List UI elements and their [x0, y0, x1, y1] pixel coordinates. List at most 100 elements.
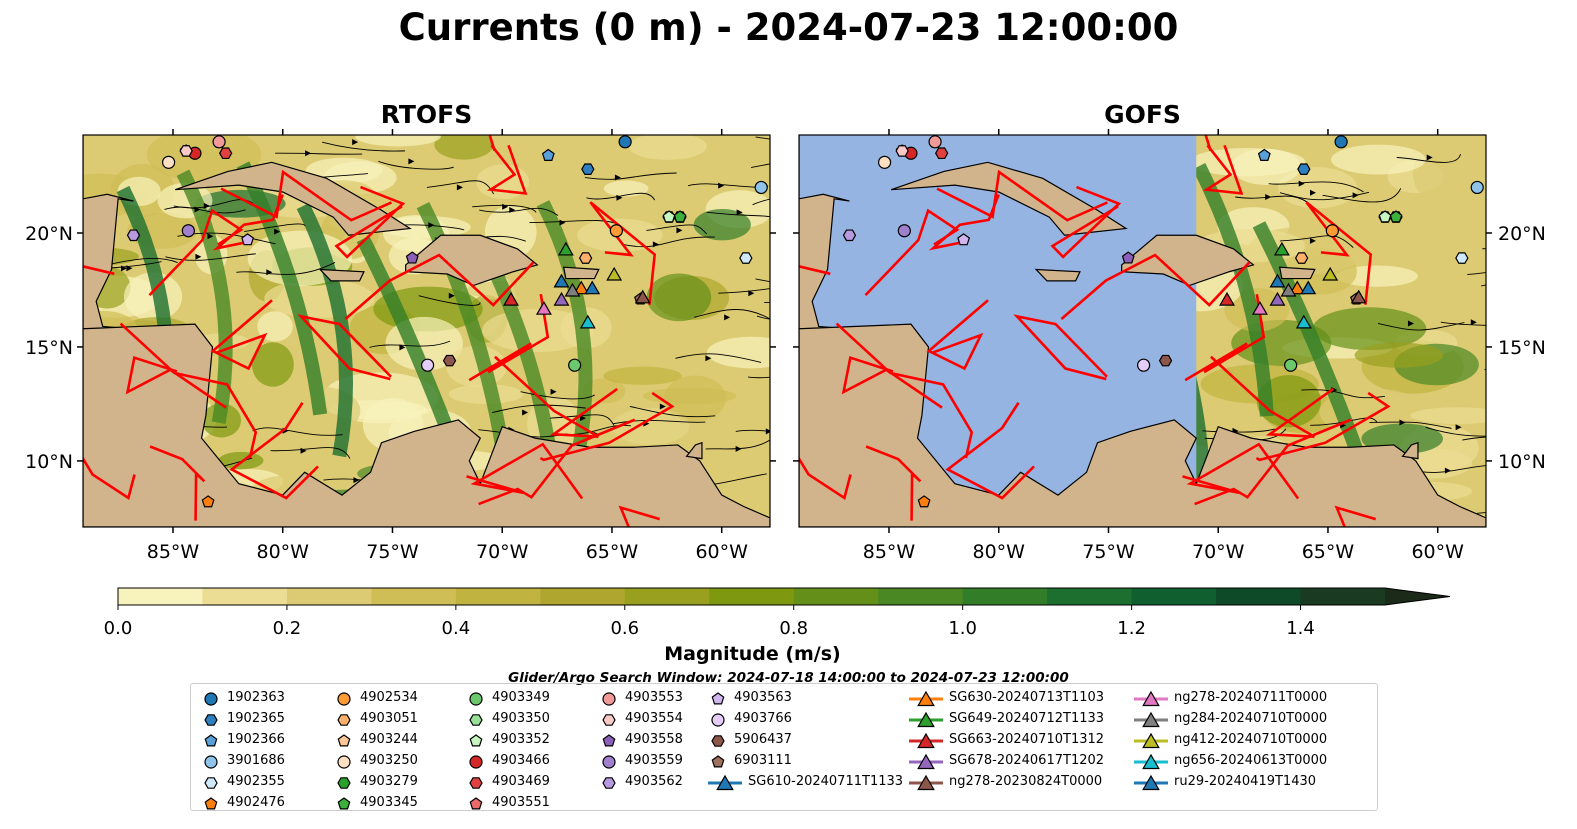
current-magnitude-patch — [1410, 407, 1486, 425]
streamline-arrow — [786, 134, 792, 140]
lon-tick-label: 85°W — [147, 541, 200, 563]
streamline — [1477, 512, 1486, 514]
streamline — [529, 219, 618, 225]
streamline-arrow — [616, 194, 623, 201]
legend-column: 4903563 4903766 5906437 6903111 SG610-202407… — [708, 687, 903, 792]
legend-marker-icon — [337, 796, 351, 809]
marker-4903051 — [578, 252, 593, 264]
streamline-arrow — [266, 269, 273, 276]
streamline-arrow — [718, 182, 725, 189]
eez-boundary — [148, 208, 244, 296]
streamline-arrow — [399, 344, 406, 351]
legend-circle-icon — [337, 691, 351, 706]
legend-marker-icon — [204, 776, 218, 789]
legend-item: 4903559 — [599, 750, 683, 771]
streamline — [378, 160, 454, 170]
legend-item: 5906437 — [708, 729, 903, 750]
streamline-arrow — [408, 158, 415, 165]
colorbar-bin — [1047, 588, 1133, 605]
legend-item: 4902476 — [201, 792, 285, 813]
marker-ng284-20240710T0000 — [1280, 282, 1297, 297]
rtofs-panel-title: RTOFS — [380, 100, 473, 129]
lon-tick-label: 70°W — [476, 541, 529, 563]
marker-4903051 — [1294, 252, 1309, 264]
legend-marker-icon — [602, 713, 616, 726]
legend-item: 4903766 — [708, 708, 903, 729]
marker-ng656-20240613T0000 — [579, 314, 596, 329]
streamline-arrow — [676, 227, 683, 234]
marker-SG630-20240713T1103 — [573, 280, 590, 295]
legend-item: 4903554 — [599, 708, 683, 729]
eez-boundary — [1202, 144, 1244, 195]
marker-4902534 — [1325, 224, 1339, 238]
streamline — [322, 141, 406, 152]
marker-4903562 — [126, 229, 141, 242]
marker-SG663-20240710T1312 — [1219, 291, 1235, 306]
legend-item: 4902534 — [334, 687, 418, 708]
eez-boundary — [1013, 314, 1108, 381]
streamline-arrow — [786, 276, 792, 282]
eez-boundary — [466, 442, 584, 500]
land — [685, 441, 703, 460]
legend-item: 4903469 — [466, 771, 550, 792]
streamline — [750, 163, 770, 168]
marker-4903469 — [218, 147, 233, 160]
legend-label: SG678-20240617T1202 — [949, 753, 1105, 768]
legend-marker-icon — [711, 734, 725, 747]
streamline — [694, 309, 770, 320]
streamline-arrow — [705, 355, 712, 362]
streamline — [369, 340, 451, 348]
streamline — [165, 253, 256, 261]
streamline — [747, 376, 770, 379]
legend-marker-icon — [1134, 711, 1168, 727]
streamline — [1440, 321, 1486, 326]
eez-boundary — [945, 402, 1035, 500]
legend-column: 4902534 4903051 4903244 4903250 4903279 49033… — [334, 687, 418, 813]
colorbar-label: Magnitude (m/s) — [664, 643, 841, 665]
legend-marker-icon — [469, 691, 483, 706]
legend-label: 4903766 — [734, 711, 792, 726]
legend-item: 1902366 — [201, 729, 285, 750]
legend-marker-icon — [469, 796, 483, 809]
current-magnitude-patch — [218, 451, 264, 470]
streamline — [752, 198, 770, 206]
legend-label: 3901686 — [227, 753, 285, 768]
legend-item: ng412-20240710T0000 — [1134, 729, 1327, 750]
legend-marker-icon — [204, 713, 218, 726]
streamline — [586, 192, 656, 201]
colorbar-bin — [1216, 588, 1302, 605]
eez-boundary — [229, 402, 319, 500]
streamline-arrow — [1399, 419, 1406, 426]
land — [1278, 266, 1316, 280]
marker-ng278-20230824T0000 — [634, 289, 651, 304]
marker-4902476 — [917, 495, 931, 508]
lon-tick-label: 70°W — [1192, 541, 1245, 563]
streamline — [1484, 368, 1486, 370]
eez-boundary — [220, 169, 392, 222]
legend-item: 3901686 — [201, 750, 285, 771]
legend-marker-icon — [204, 691, 218, 706]
streamline-arrow — [207, 233, 214, 240]
marker-4903469 — [934, 147, 949, 160]
streamline-arrow — [778, 374, 784, 380]
eez-boundary — [83, 456, 136, 500]
eez-boundary — [936, 169, 1108, 222]
eez-boundary — [1182, 442, 1300, 500]
colorbar-bin — [793, 588, 879, 605]
eez-boundary — [486, 144, 528, 195]
colorbar-bin — [1131, 588, 1217, 605]
marker-4902355 — [1455, 252, 1469, 264]
rtofs-map-content — [83, 134, 792, 527]
current-magnitude-patch — [693, 208, 751, 241]
legend-label: ng284-20240710T0000 — [1174, 711, 1328, 726]
legend-label: SG610-20240711T1133 — [748, 774, 904, 789]
legend-pentagon-icon — [337, 733, 351, 746]
streamline — [236, 262, 336, 275]
streamline-arrow — [1514, 367, 1520, 373]
streamline — [584, 172, 677, 180]
marker-1902366 — [1257, 148, 1271, 161]
streamline-arrow — [614, 174, 621, 181]
marker-4902355 — [739, 252, 753, 264]
eez-boundary — [1334, 505, 1377, 527]
legend-pentagon-icon — [602, 733, 616, 746]
